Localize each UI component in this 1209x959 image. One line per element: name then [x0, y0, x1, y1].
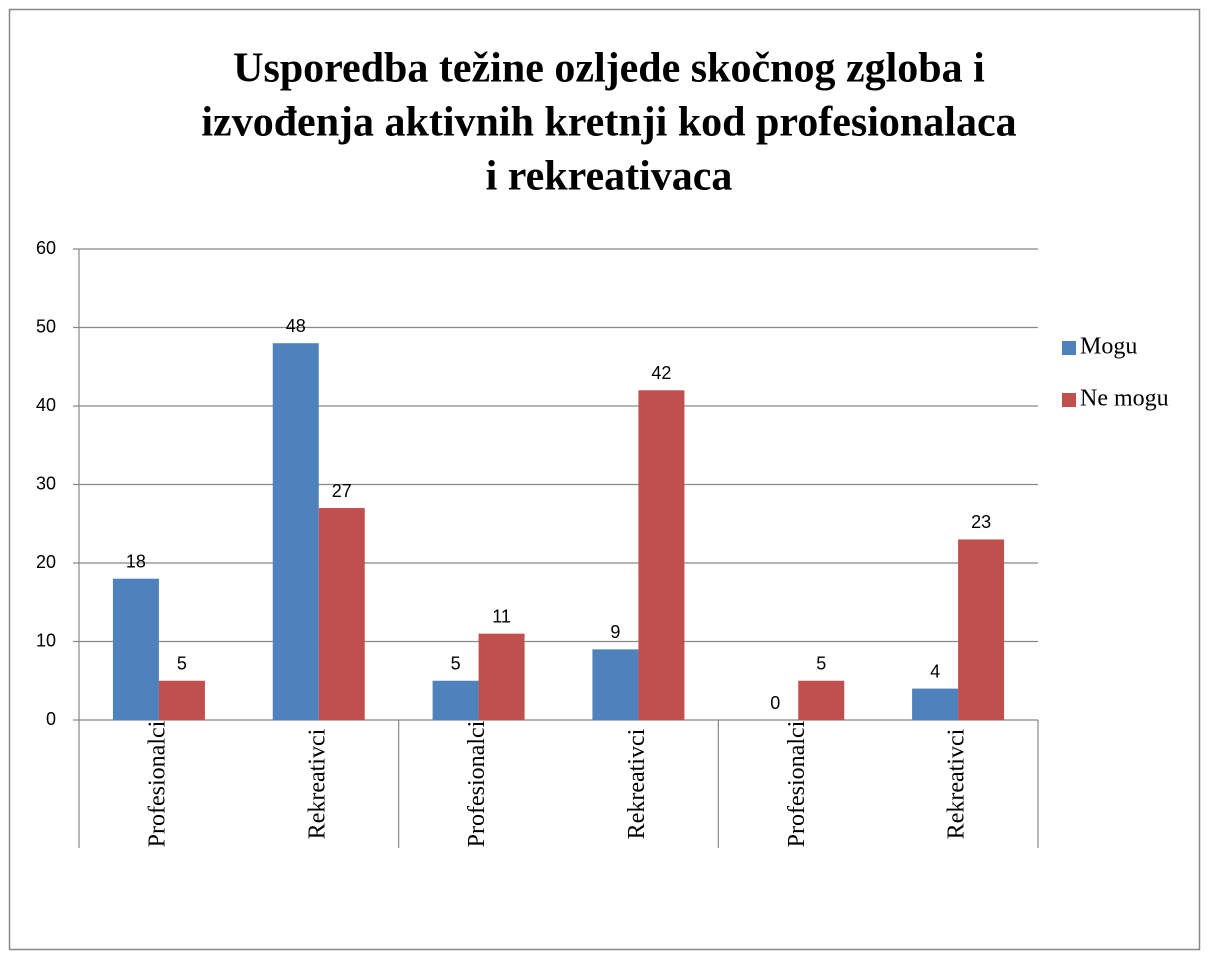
data-label: 0: [770, 693, 780, 713]
y-tick-label: 40: [36, 395, 56, 415]
y-tick-label: 50: [36, 316, 56, 336]
chart-title: izvođenja aktivnih kretnji kod profesion…: [201, 100, 1016, 146]
data-label: 23: [971, 512, 991, 532]
data-label: 5: [177, 654, 187, 674]
chart-border: [8, 8, 1201, 951]
bar: [798, 680, 845, 720]
x-tick-label: Profesionalci: [144, 720, 170, 847]
bar: [318, 508, 365, 720]
bar: [592, 649, 639, 720]
data-label: 5: [816, 654, 826, 674]
y-tick-label: 20: [36, 552, 56, 572]
data-label: 9: [610, 622, 620, 642]
y-tick-label: 60: [36, 238, 56, 258]
data-label: 4: [930, 661, 940, 681]
legend-label: Ne mogu: [1080, 386, 1169, 412]
bar: [638, 390, 685, 720]
chart-title: Usporedba težine ozljede skočnog zgloba …: [233, 46, 985, 92]
x-tick-label: Rekreativci: [304, 728, 330, 839]
bar: [272, 343, 319, 720]
data-label: 5: [451, 654, 461, 674]
x-tick-label: Rekreativci: [624, 728, 650, 839]
bar: [958, 539, 1005, 720]
y-tick-label: 30: [36, 473, 56, 493]
legend-label: Mogu: [1080, 334, 1137, 360]
chart-title: i rekreativaca: [486, 154, 733, 200]
legend-swatch: [1062, 393, 1076, 407]
data-label: 11: [492, 606, 511, 626]
bar: [158, 680, 205, 720]
bar: [112, 578, 159, 720]
data-label: 27: [332, 481, 352, 501]
y-tick-label: 10: [36, 630, 56, 650]
bar: [912, 688, 959, 720]
legend-swatch: [1062, 341, 1076, 355]
x-tick-label: Profesionalci: [784, 720, 810, 847]
y-tick-label: 0: [46, 709, 56, 729]
data-label: 48: [286, 316, 306, 336]
bar: [478, 633, 525, 720]
x-tick-label: Rekreativci: [944, 728, 970, 839]
x-tick-label: Profesionalci: [464, 720, 490, 847]
bar: [432, 680, 479, 720]
data-label: 42: [651, 363, 671, 383]
data-label: 18: [126, 551, 146, 571]
